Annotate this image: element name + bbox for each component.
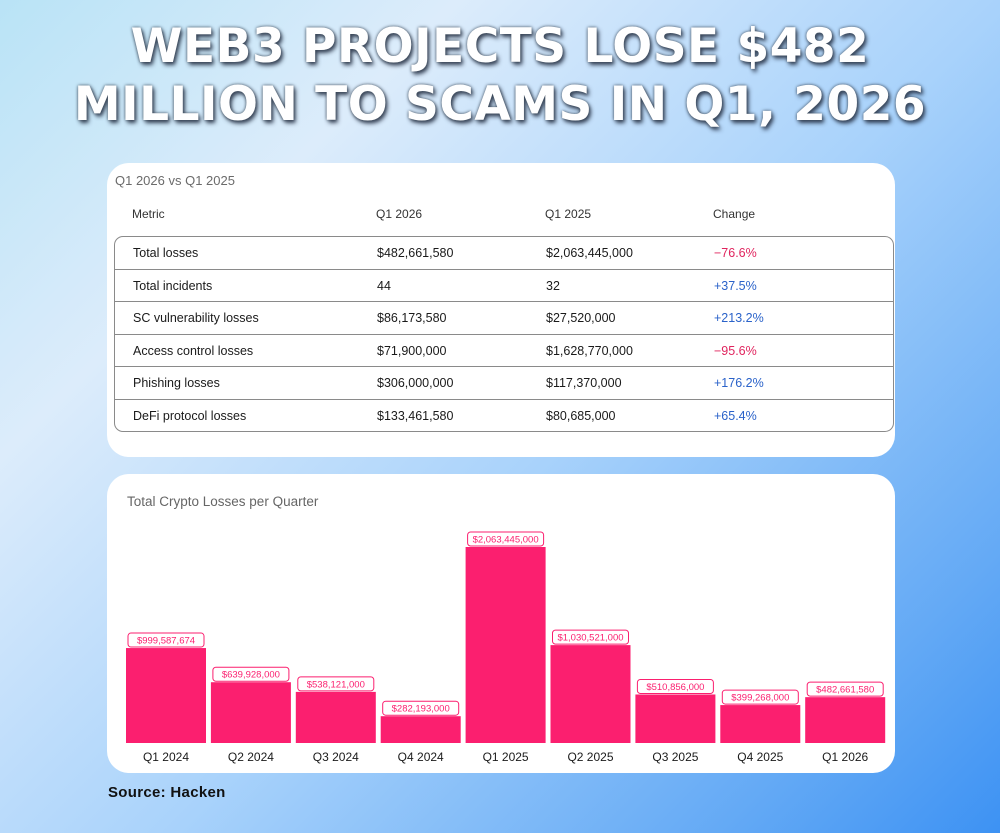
table-title: Q1 2026 vs Q1 2025 (115, 173, 235, 188)
comparison-table-card: Q1 2026 vs Q1 2025 Metric Q1 2026 Q1 202… (107, 163, 895, 457)
table-row: Phishing losses $306,000,000 $117,370,000 +… (115, 367, 893, 400)
data-label: $538,121,000 (307, 679, 365, 690)
header-q1-2026: Q1 2026 (376, 207, 423, 221)
table-row: Total losses $482,661,580 $2,063,445,000 −7… (115, 237, 893, 270)
q1-2025-cell: $27,520,000 (546, 311, 616, 326)
change-cell: −76.6% (714, 246, 757, 260)
bar-q3-2025 (635, 694, 716, 743)
metric-cell: Total incidents (133, 278, 213, 293)
q1-2025-cell: $1,628,770,000 (546, 343, 633, 358)
headline-line-2: MILLION TO SCAMS IN Q1, 2026 (73, 77, 927, 132)
x-tick-label: Q4 2025 (737, 750, 783, 764)
q1-2025-cell: $2,063,445,000 (546, 246, 633, 260)
bar-q3-2024 (295, 691, 376, 743)
data-label-box (382, 700, 460, 716)
table-body: Total losses $482,661,580 $2,063,445,000 −7… (114, 236, 894, 432)
header-change: Change (713, 207, 756, 221)
data-label: $639,928,000 (222, 670, 280, 681)
table-header: Metric Q1 2026 Q1 2025 Change (107, 207, 895, 223)
table-row: Access control losses $71,900,000 $1,628,7… (115, 335, 893, 368)
data-label-box (636, 678, 714, 694)
q1-2026-cell: $86,173,580 (377, 311, 447, 326)
data-label-box (806, 681, 884, 697)
data-label: $482,661,580 (816, 685, 874, 696)
q1-2025-cell: $80,685,000 (546, 408, 616, 423)
data-label: $1,030,521,000 (557, 633, 623, 644)
table-row: DeFi protocol losses $133,461,580 $80,685,… (115, 400, 893, 431)
headline-line-1: WEB3 PROJECTS LOSE $482 (130, 19, 870, 74)
change-cell: +213.2% (714, 311, 764, 326)
q1-2026-cell: $133,461,580 (377, 408, 454, 423)
data-label-box (552, 629, 629, 645)
bar-q1-2025 (465, 547, 546, 743)
q1-2026-cell: $71,900,000 (377, 343, 447, 358)
data-label-box (721, 689, 799, 705)
metric-cell: Access control losses (133, 343, 254, 358)
x-tick-label: Q2 2025 (567, 750, 613, 764)
bar-q1-2026 (805, 697, 886, 743)
headline: WEB3 PROJECTS LOSE $482 MILLION TO SCAMS… (0, 18, 1000, 134)
bar-q4-2025 (720, 705, 801, 743)
change-cell: +37.5% (714, 278, 757, 293)
metric-cell: SC vulnerability losses (133, 311, 259, 326)
data-label-box (297, 676, 375, 692)
x-tick-label: Q3 2025 (652, 750, 698, 764)
chart-card: Total Crypto Losses per Quarter $999,587… (107, 474, 895, 773)
q1-2026-cell: $482,661,580 (377, 246, 454, 260)
change-cell: +65.4% (714, 408, 757, 423)
table-row: Total incidents 44 32 +37.5% (115, 270, 893, 303)
table-row: SC vulnerability losses $86,173,580 $27,52… (115, 302, 893, 335)
metric-cell: Phishing losses (133, 376, 220, 391)
data-label-box (127, 632, 205, 648)
x-tick-label: Q1 2024 (143, 750, 189, 764)
data-label-box (467, 531, 545, 547)
bar-q1-2024 (126, 648, 206, 743)
bar-q2-2025 (550, 645, 631, 743)
q1-2026-cell: 44 (377, 278, 391, 293)
q1-2025-cell: 32 (546, 278, 560, 293)
header-q1-2025: Q1 2025 (545, 207, 592, 221)
x-tick-label: Q3 2024 (313, 750, 359, 764)
change-cell: −95.6% (714, 343, 757, 358)
data-label: $2,063,445,000 (473, 535, 539, 546)
q1-2025-cell: $117,370,000 (546, 376, 622, 391)
bar-q2-2024 (210, 682, 291, 743)
x-tick-label: Q2 2024 (228, 750, 274, 764)
data-label: $510,856,000 (646, 682, 704, 693)
q1-2026-cell: $306,000,000 (377, 376, 454, 391)
data-label: $399,268,000 (731, 693, 789, 704)
x-tick-label: Q1 2026 (822, 750, 868, 764)
metric-cell: DeFi protocol losses (133, 408, 247, 423)
header-metric: Metric (132, 207, 165, 221)
source-credit: Source: Hacken (108, 784, 226, 801)
bar-chart: $999,587,674 Q1 2024 $639,928,000 Q2 2024 $5… (126, 531, 886, 764)
metric-cell: Total losses (133, 246, 199, 260)
data-label: $282,193,000 (392, 704, 450, 715)
x-tick-label: Q1 2025 (483, 750, 529, 764)
x-tick-label: Q4 2024 (398, 750, 444, 764)
data-label-box (212, 666, 290, 682)
chart-title: Total Crypto Losses per Quarter (127, 494, 319, 509)
data-label: $999,587,674 (137, 636, 195, 647)
bar-q4-2024 (380, 716, 461, 743)
change-cell: +176.2% (714, 376, 764, 391)
